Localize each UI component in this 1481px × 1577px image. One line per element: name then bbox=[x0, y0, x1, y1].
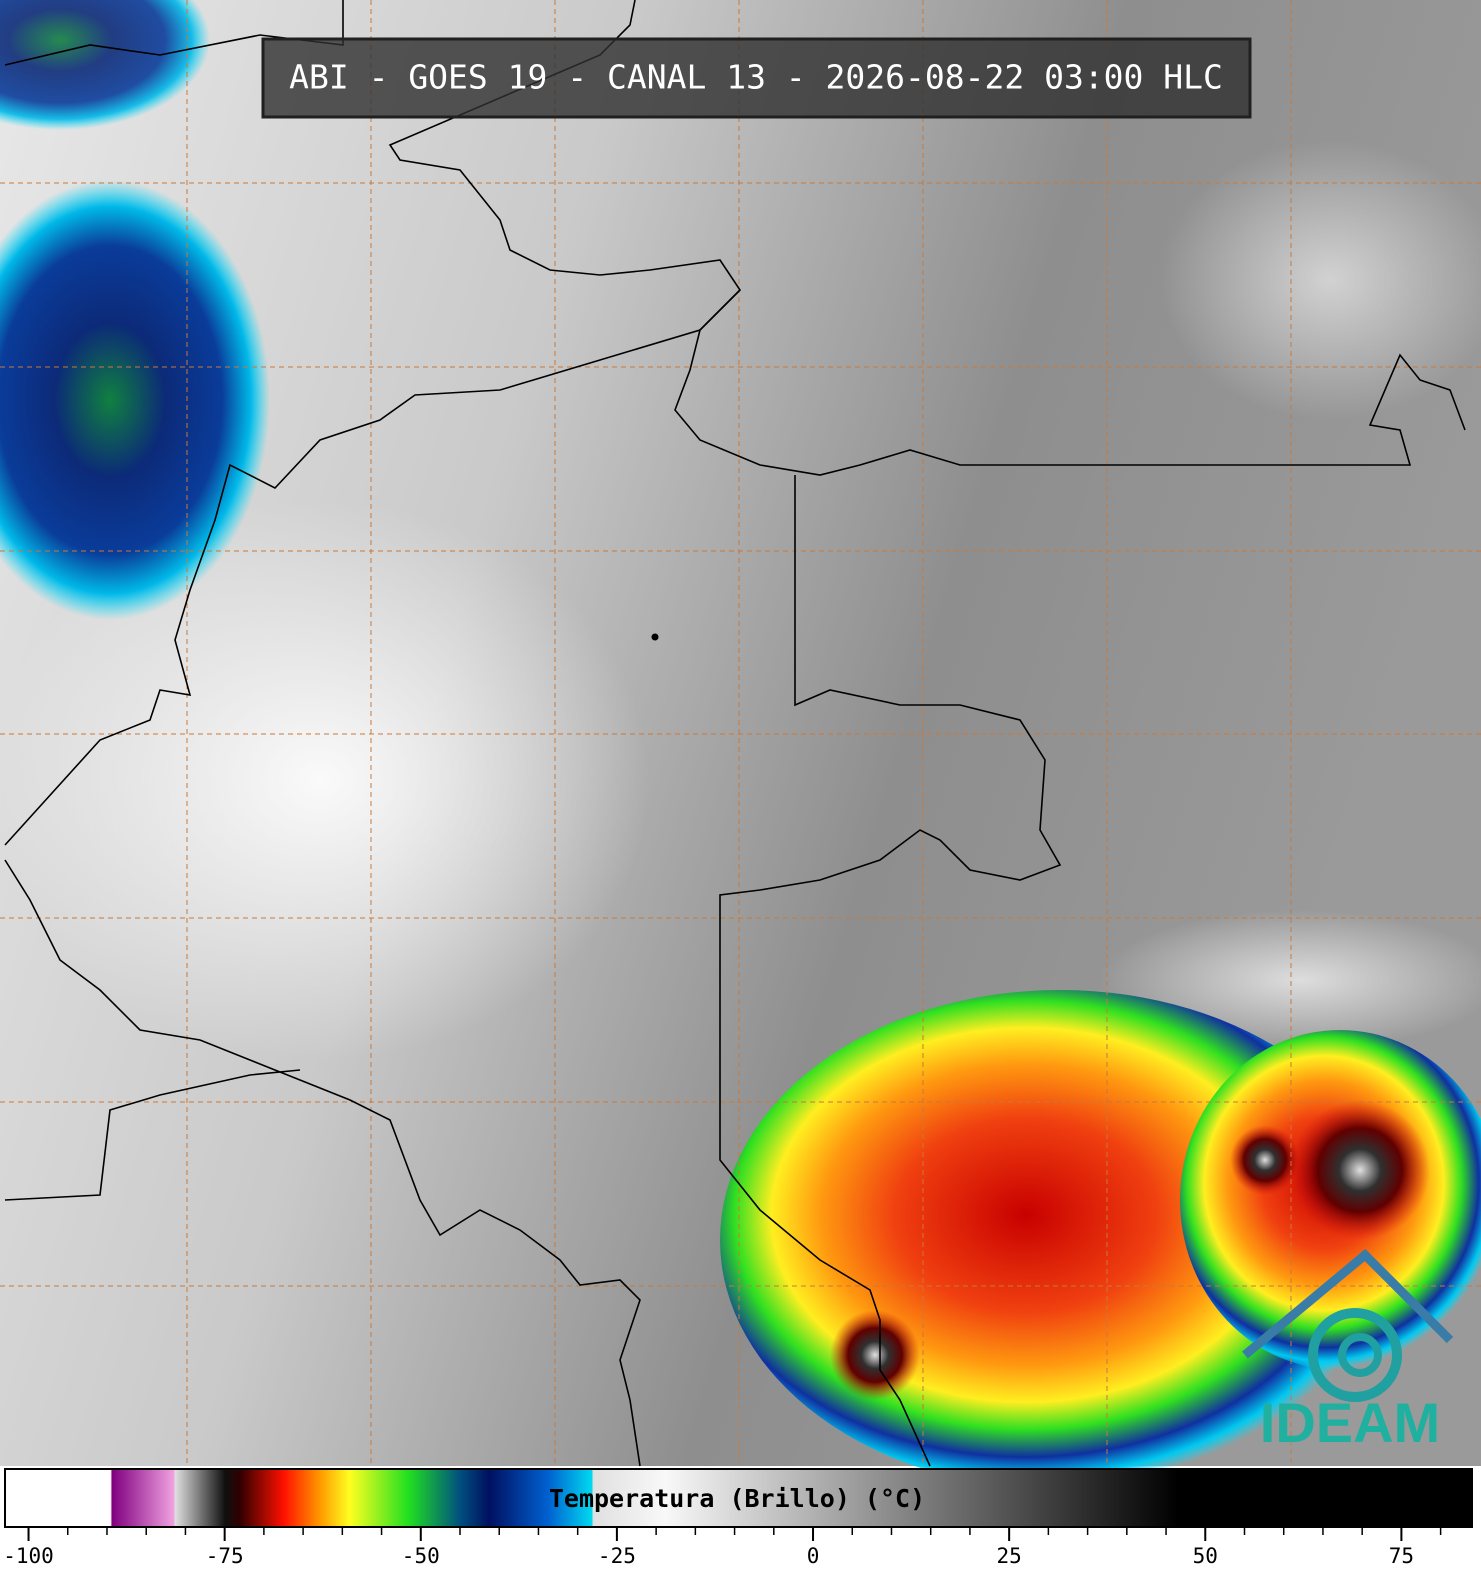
title: ABI - GOES 19 - CANAL 13 - 2026-08-22 03… bbox=[289, 58, 1223, 97]
satellite-image bbox=[0, 0, 1481, 1490]
logo: IDEAM bbox=[1242, 1248, 1454, 1454]
tick-label: 50 bbox=[1193, 1544, 1218, 1568]
colorbar: Temperatura (Brillo) (°C) -100 -75 -50 -25 0… bbox=[3, 1468, 1473, 1568]
tick-label: -75 bbox=[206, 1544, 244, 1568]
tick-label: 25 bbox=[997, 1544, 1022, 1568]
graticule bbox=[0, 0, 1481, 1466]
tick-label: 75 bbox=[1389, 1544, 1414, 1568]
colorbar-label: Temperatura (Brillo) (°C) bbox=[549, 1484, 925, 1513]
logo-text: IDEAM bbox=[1260, 1391, 1440, 1454]
tick-label: -100 bbox=[3, 1544, 54, 1568]
borders bbox=[4, 0, 1466, 1467]
title-box: ABI - GOES 19 - CANAL 13 - 2026-08-22 03… bbox=[261, 37, 1252, 119]
tick-label: -50 bbox=[402, 1544, 440, 1568]
tick-label: 0 bbox=[807, 1544, 820, 1568]
tick-label: -25 bbox=[598, 1544, 636, 1568]
